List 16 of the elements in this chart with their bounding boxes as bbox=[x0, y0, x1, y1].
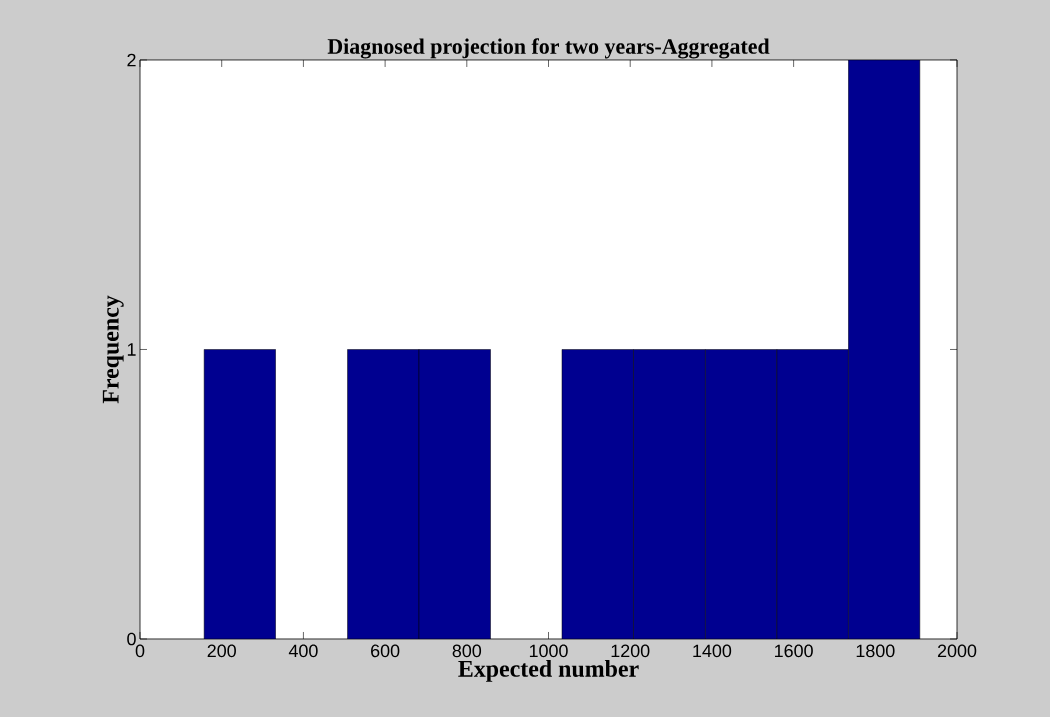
x-tick-label: 2000 bbox=[937, 644, 977, 658]
x-tick-label: 200 bbox=[207, 644, 236, 658]
y-tick-label: 0 bbox=[127, 632, 136, 646]
x-tick-label: 1800 bbox=[856, 644, 895, 658]
x-tick-label: 600 bbox=[371, 644, 400, 658]
x-tick-label: 800 bbox=[452, 644, 482, 658]
y-axis-title: Frequency bbox=[102, 295, 124, 404]
x-tick-label: 400 bbox=[288, 644, 318, 658]
x-tick-label: 1200 bbox=[611, 644, 650, 658]
x-tick-label: 1400 bbox=[693, 644, 732, 658]
y-tick-label: 2 bbox=[127, 53, 136, 67]
chart-title: Diagnosed projection for two years-Aggregated bbox=[327, 38, 770, 59]
x-axis-title: Expected number bbox=[458, 660, 639, 682]
x-tick-label: 1600 bbox=[775, 644, 813, 658]
y-tick-label: 1 bbox=[127, 343, 136, 356]
x-tick-label: 1000 bbox=[529, 644, 568, 658]
